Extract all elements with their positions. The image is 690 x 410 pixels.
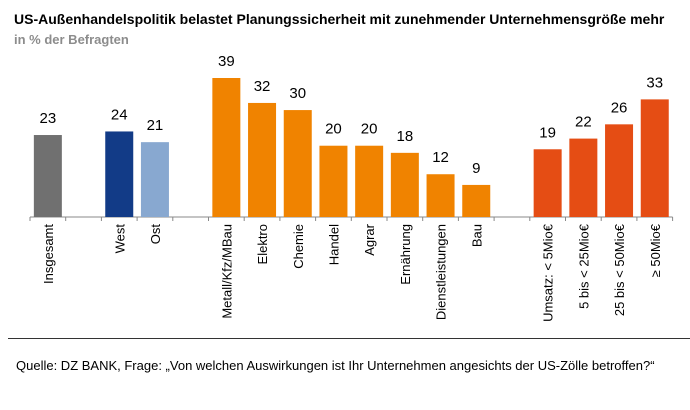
tick-label: Elektro: [255, 224, 270, 264]
tick-label: Chemie: [291, 224, 306, 269]
data-label: 20: [325, 121, 342, 138]
bar: [319, 145, 348, 217]
data-label: 33: [646, 74, 663, 91]
data-label: 32: [254, 78, 271, 95]
data-label: 21: [147, 117, 164, 134]
chart-title: US-Außenhandelspolitik belastet Planungs…: [14, 11, 665, 27]
data-label: 26: [611, 99, 628, 116]
tick-label: 25 bis < 50Mio€: [612, 223, 627, 316]
tick-label: Metall/Kfz/MBau: [219, 224, 234, 319]
data-label: 9: [472, 160, 480, 177]
bar: [105, 131, 134, 217]
bar: [390, 152, 419, 217]
data-label: 20: [361, 121, 378, 138]
chart-subtitle: in % der Befragten: [14, 32, 129, 47]
tick-label: Ernährung: [398, 224, 413, 285]
bar: [462, 184, 491, 217]
source-note: Quelle: DZ BANK, Frage: „Von welchen Aus…: [16, 358, 655, 373]
bar: [33, 135, 62, 217]
data-label: 18: [397, 128, 414, 145]
bar: [533, 149, 562, 217]
data-label: 19: [539, 124, 556, 141]
bar: [283, 110, 312, 217]
bar: [605, 124, 634, 217]
data-label: 30: [289, 85, 306, 102]
bar: [569, 138, 598, 217]
tick-label: Umsatz: < 5Mio€: [541, 223, 556, 322]
bar: [355, 145, 384, 217]
tick-label: ≥ 50Mio€: [648, 223, 663, 277]
tick-label: Agrar: [362, 223, 377, 255]
data-label: 22: [575, 114, 592, 131]
bar: [212, 78, 241, 217]
tick-label: Bau: [469, 224, 484, 247]
data-label: 24: [111, 106, 128, 123]
bar-chart: 23 Insgesamt 24 West 21 Ost 39 Metall/Kfz/MBau 3…: [29, 53, 674, 322]
tick-label: 5 bis < 25Mio€: [576, 223, 591, 309]
data-label: 39: [218, 53, 235, 70]
tick-label: Insgesamt: [41, 224, 56, 284]
tick-label: Dienstleistungen: [434, 224, 449, 320]
data-label: 12: [432, 149, 449, 166]
tick-label: West: [112, 224, 127, 254]
data-label: 23: [40, 110, 57, 127]
tick-label: Handel: [326, 224, 341, 265]
bar: [426, 174, 455, 217]
bar: [140, 142, 169, 217]
separator-line: [8, 338, 690, 339]
tick-label: Ost: [148, 224, 163, 245]
bar: [640, 99, 669, 217]
bar: [248, 102, 277, 217]
